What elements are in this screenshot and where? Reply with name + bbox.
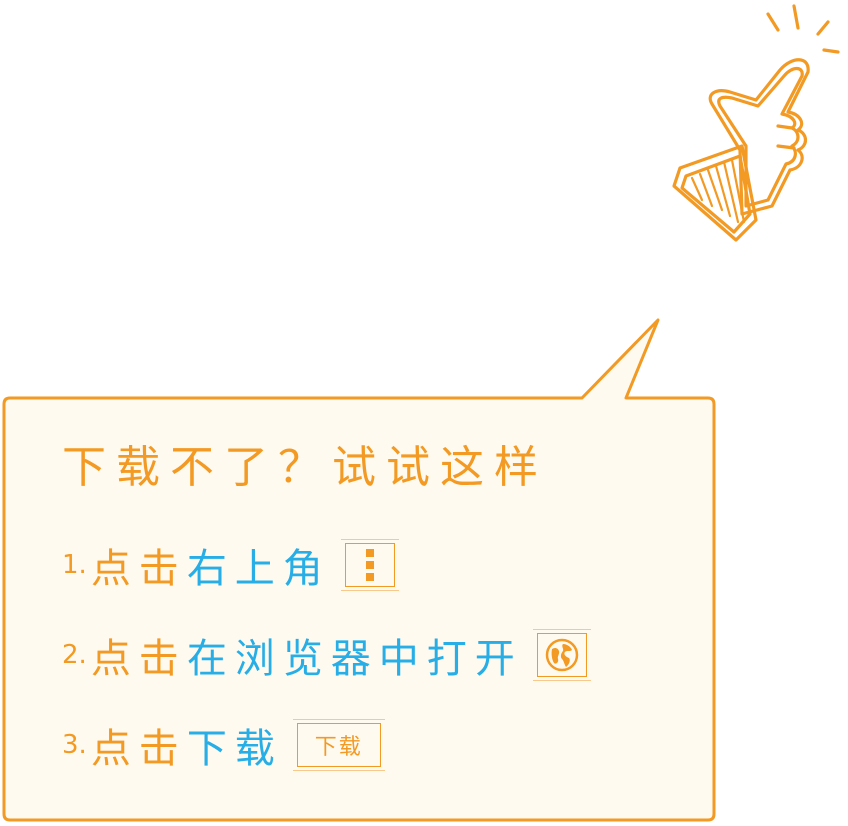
- step-action-label: 下载: [186, 726, 283, 772]
- browser-badge: [532, 629, 591, 681]
- page-title: 下载不了？试试这样: [62, 442, 548, 493]
- more-vertical-icon: [365, 549, 374, 581]
- step-number: 1.: [62, 550, 87, 580]
- bubble-content: 下载不了？试试这样 1. 点击 右上角 2. 点击 在浏览器中打开: [62, 440, 702, 800]
- step-action-label: 右上角: [186, 546, 331, 592]
- step-tap-label: 点击: [90, 726, 187, 772]
- pointing-hand-icon: [672, 4, 840, 242]
- download-badge: 下载: [292, 719, 385, 771]
- globe-icon: [545, 638, 579, 672]
- step-3: 3. 点击 下载 下载: [62, 716, 385, 774]
- step-action-label: 在浏览器中打开: [186, 636, 523, 682]
- step-2: 2. 点击 在浏览器中打开: [62, 626, 591, 684]
- step-tap-label: 点击: [90, 546, 187, 592]
- step-1: 1. 点击 右上角: [62, 536, 399, 594]
- step-tap-label: 点击: [90, 636, 187, 682]
- step-number: 2.: [62, 640, 87, 670]
- menu-badge: [340, 539, 399, 591]
- step-number: 3.: [62, 730, 87, 760]
